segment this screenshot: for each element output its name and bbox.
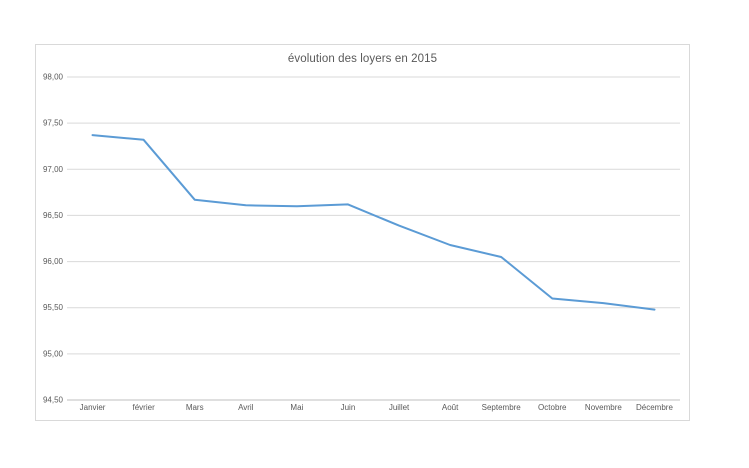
x-axis-tick-label: Juin (341, 403, 356, 412)
y-axis-tick-label: 98,00 (43, 73, 64, 82)
x-axis-tick-label: Août (442, 403, 459, 412)
x-axis-tick-label: Décembre (636, 403, 673, 412)
rent-series-line (91, 134, 656, 311)
y-axis-tick-label: 96,50 (43, 211, 64, 220)
x-axis-tick-label: Octobre (538, 403, 567, 412)
x-axis-tick-label: Avril (238, 403, 254, 412)
x-axis-tick-label: Septembre (482, 403, 522, 412)
y-axis-tick-label: 95,00 (43, 349, 64, 358)
y-axis-tick-label: 97,50 (43, 119, 64, 128)
chart-container[interactable]: évolution des loyers en 2015 98,00 97,50 9… (35, 44, 690, 421)
x-axis-tick-label: Mai (290, 403, 303, 412)
x-axis-tick-label: Novembre (585, 403, 622, 412)
line-chart-plot-area: 98,00 97,50 97,00 96,50 96,00 95,50 95,00 94,50… (43, 73, 680, 412)
x-axis-tick-label: Janvier (80, 403, 106, 412)
y-axis-tick-label: 95,50 (43, 303, 64, 312)
x-axis-tick-label: Mars (186, 403, 204, 412)
x-axis-tick-label: Juillet (389, 403, 410, 412)
y-axis-tick-label: 94,50 (43, 396, 64, 405)
y-axis-tick-label: 97,00 (43, 165, 64, 174)
y-axis-tick-label: 96,00 (43, 257, 64, 266)
x-axis-tick-label: février (133, 403, 156, 412)
chart-title: évolution des loyers en 2015 (287, 53, 438, 65)
